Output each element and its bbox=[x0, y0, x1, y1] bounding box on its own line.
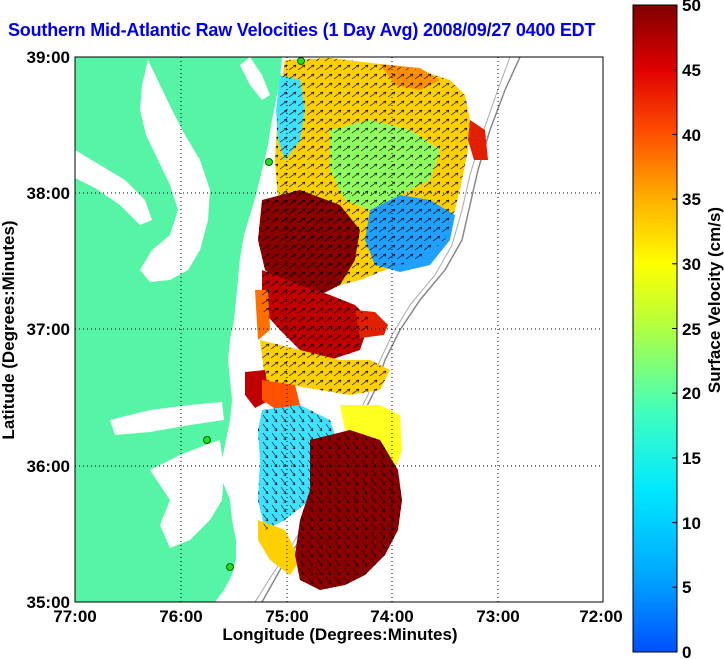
x-axis-label: Longitude (Degrees:Minutes) bbox=[222, 625, 457, 644]
colorbar-label: Surface Velocity (cm/s) bbox=[705, 207, 724, 393]
colorbar-tick-label: 10 bbox=[682, 514, 701, 533]
colorbar-ticks bbox=[672, 4, 677, 653]
colorbar bbox=[632, 4, 678, 653]
colorbar-tick-label: 45 bbox=[682, 61, 701, 80]
y-tick-label: 39:00 bbox=[27, 48, 70, 67]
colorbar-tick-label: 25 bbox=[682, 320, 701, 339]
x-tick-label: 77:00 bbox=[53, 607, 96, 626]
pamlico-sound bbox=[150, 440, 224, 548]
radar-stations bbox=[203, 57, 305, 571]
y-tick-label: 38:00 bbox=[27, 184, 70, 203]
x-tick-label: 74:00 bbox=[370, 607, 413, 626]
potomac-river bbox=[75, 150, 152, 225]
map-title: Southern Mid-Atlantic Raw Velocities (1 … bbox=[8, 20, 596, 40]
delaware-bay bbox=[240, 57, 270, 100]
colorbar-tick-label: 20 bbox=[682, 384, 701, 403]
y-tick-label: 37:00 bbox=[27, 320, 70, 339]
colorbar-tick-label: 5 bbox=[682, 578, 691, 597]
y-tick-label: 35:00 bbox=[27, 593, 70, 612]
colorbar-tick-label: 0 bbox=[682, 643, 691, 659]
y-axis-label: Latitude (Degrees:Minutes) bbox=[0, 220, 18, 439]
x-tick-label: 76:00 bbox=[159, 607, 202, 626]
grid-lines bbox=[75, 57, 603, 602]
x-tick-label: 72:00 bbox=[579, 607, 622, 626]
x-tick-label: 75:00 bbox=[265, 607, 308, 626]
y-tick-label: 36:00 bbox=[27, 457, 70, 476]
chesapeake-bay bbox=[140, 60, 210, 282]
colorbar-tick-label: 30 bbox=[682, 255, 701, 274]
albemarle-sound bbox=[110, 402, 224, 435]
colorbar-tick-label: 50 bbox=[682, 0, 701, 15]
velocity-vectors bbox=[258, 58, 470, 590]
x-tick-label: 73:00 bbox=[476, 607, 519, 626]
colorbar-tick-label: 15 bbox=[682, 449, 701, 468]
colorbar-tick-label: 40 bbox=[682, 126, 701, 145]
colorbar-tick-label: 35 bbox=[682, 190, 701, 209]
